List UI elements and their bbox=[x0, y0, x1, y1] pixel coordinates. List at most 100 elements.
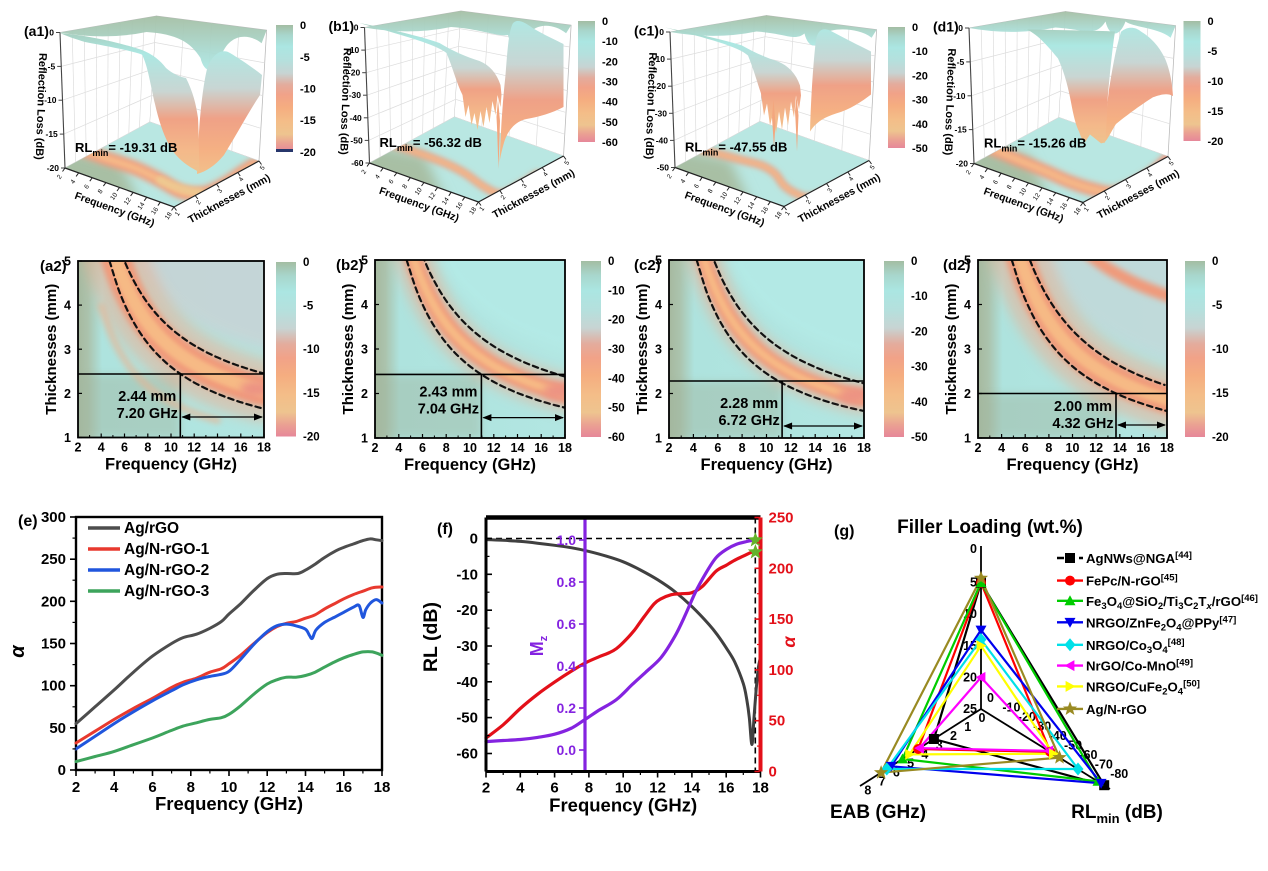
svg-text:-40: -40 bbox=[456, 674, 478, 691]
svg-text:4: 4 bbox=[1147, 171, 1155, 178]
svg-text:0: 0 bbox=[608, 256, 614, 268]
svg-text:5: 5 bbox=[655, 254, 662, 268]
svg-text:-80: -80 bbox=[1110, 767, 1128, 781]
svg-text:8: 8 bbox=[864, 784, 871, 798]
svg-text:0.0: 0.0 bbox=[557, 742, 577, 758]
svg-text:-15: -15 bbox=[300, 115, 316, 127]
svg-text:5: 5 bbox=[563, 159, 571, 166]
svg-text:-30: -30 bbox=[608, 344, 625, 356]
svg-text:-40: -40 bbox=[911, 397, 928, 409]
svg-text:3: 3 bbox=[64, 343, 71, 357]
svg-text:14: 14 bbox=[297, 779, 314, 796]
svg-text:50: 50 bbox=[769, 713, 786, 730]
svg-text:150: 150 bbox=[41, 636, 66, 653]
svg-text:12: 12 bbox=[123, 196, 133, 206]
svg-text:3: 3 bbox=[521, 182, 529, 189]
svg-text:-40: -40 bbox=[912, 119, 928, 131]
svg-text:2: 2 bbox=[361, 387, 368, 401]
svg-text:-10: -10 bbox=[456, 566, 478, 583]
svg-text:2: 2 bbox=[360, 168, 368, 175]
svg-text:-30: -30 bbox=[912, 95, 928, 107]
svg-text:-50: -50 bbox=[912, 143, 928, 155]
svg-text:Ag/N-rGO-3: Ag/N-rGO-3 bbox=[124, 583, 210, 600]
svg-text:1: 1 bbox=[174, 210, 182, 217]
svg-text:-10: -10 bbox=[911, 291, 928, 303]
svg-text:NrGO/Co-MnO[49]: NrGO/Co-MnO[49] bbox=[1086, 658, 1193, 674]
svg-text:-20: -20 bbox=[300, 147, 316, 159]
svg-text:2: 2 bbox=[666, 441, 673, 455]
svg-text:12: 12 bbox=[487, 441, 501, 455]
svg-text:10: 10 bbox=[221, 779, 238, 796]
svg-text:18: 18 bbox=[257, 441, 271, 455]
svg-text:α: α bbox=[7, 644, 29, 658]
svg-text:-70: -70 bbox=[1095, 758, 1113, 772]
svg-text:(c2): (c2) bbox=[634, 257, 661, 274]
svg-text:Ag/N-rGO-2: Ag/N-rGO-2 bbox=[124, 562, 209, 579]
svg-text:Frequency (GHz): Frequency (GHz) bbox=[155, 793, 303, 814]
svg-text:(g): (g) bbox=[834, 523, 854, 540]
svg-text:-20: -20 bbox=[956, 159, 969, 169]
svg-text:4: 4 bbox=[361, 298, 368, 312]
svg-text:18: 18 bbox=[1073, 206, 1083, 216]
svg-text:Reflection Loss (dB): Reflection Loss (dB) bbox=[643, 52, 659, 160]
svg-text:6.72 GHz: 6.72 GHz bbox=[718, 413, 779, 429]
svg-text:16: 16 bbox=[760, 205, 770, 215]
svg-text:0: 0 bbox=[58, 762, 66, 779]
svg-text:2: 2 bbox=[950, 729, 957, 743]
svg-text:4.32 GHz: 4.32 GHz bbox=[1052, 416, 1113, 432]
svg-text:2: 2 bbox=[64, 387, 71, 401]
svg-text:2.44 mm: 2.44 mm bbox=[118, 389, 176, 405]
svg-text:-5: -5 bbox=[300, 52, 310, 64]
svg-text:4: 4 bbox=[395, 441, 402, 455]
svg-text:2.28 mm: 2.28 mm bbox=[720, 396, 778, 412]
svg-text:0: 0 bbox=[979, 711, 986, 725]
svg-text:-30: -30 bbox=[602, 77, 618, 89]
svg-text:4: 4 bbox=[374, 173, 382, 180]
svg-text:(c1): (c1) bbox=[634, 23, 659, 39]
svg-text:14: 14 bbox=[137, 201, 147, 211]
svg-text:-10: -10 bbox=[300, 84, 316, 96]
svg-text:-10: -10 bbox=[1208, 76, 1224, 88]
svg-text:-30: -30 bbox=[655, 108, 668, 118]
svg-text:16: 16 bbox=[455, 201, 465, 211]
svg-text:4: 4 bbox=[542, 171, 550, 178]
svg-text:(d1): (d1) bbox=[933, 19, 959, 35]
svg-text:6: 6 bbox=[992, 179, 1000, 186]
svg-text:7.20 GHz: 7.20 GHz bbox=[117, 406, 178, 422]
svg-text:3: 3 bbox=[936, 738, 943, 752]
svg-text:18: 18 bbox=[774, 210, 784, 220]
svg-text:NRGO/CuFe2O4[50]: NRGO/CuFe2O4[50] bbox=[1086, 678, 1200, 697]
svg-text:4: 4 bbox=[69, 178, 77, 185]
svg-text:5: 5 bbox=[907, 756, 914, 770]
svg-text:(a1): (a1) bbox=[24, 23, 49, 39]
svg-text:1: 1 bbox=[655, 432, 662, 446]
svg-text:-30: -30 bbox=[349, 90, 362, 100]
svg-text:3: 3 bbox=[361, 343, 368, 357]
svg-text:-20: -20 bbox=[348, 68, 361, 78]
svg-text:0: 0 bbox=[300, 20, 306, 32]
svg-text:4: 4 bbox=[690, 441, 697, 455]
svg-text:Thicknesses (mm): Thicknesses (mm) bbox=[340, 284, 357, 415]
svg-text:4: 4 bbox=[110, 779, 119, 796]
svg-text:-20: -20 bbox=[456, 602, 478, 619]
svg-text:4: 4 bbox=[848, 175, 856, 182]
svg-text:0: 0 bbox=[49, 28, 54, 38]
svg-text:100: 100 bbox=[769, 662, 794, 679]
svg-text:0: 0 bbox=[912, 22, 918, 34]
svg-text:8: 8 bbox=[443, 441, 450, 455]
svg-text:4: 4 bbox=[516, 780, 525, 797]
svg-text:-5: -5 bbox=[48, 61, 56, 71]
svg-text:4: 4 bbox=[964, 298, 971, 312]
svg-text:1: 1 bbox=[964, 432, 971, 446]
svg-text:5: 5 bbox=[970, 576, 977, 590]
svg-text:16: 16 bbox=[718, 780, 735, 797]
svg-text:18: 18 bbox=[374, 779, 391, 796]
svg-text:1: 1 bbox=[361, 432, 368, 446]
svg-text:-50: -50 bbox=[657, 163, 670, 173]
svg-text:8: 8 bbox=[187, 779, 195, 796]
svg-text:-10: -10 bbox=[953, 91, 966, 101]
svg-text:0: 0 bbox=[354, 23, 359, 33]
svg-text:2: 2 bbox=[805, 198, 813, 205]
svg-text:8: 8 bbox=[707, 187, 715, 194]
svg-text:16: 16 bbox=[833, 441, 847, 455]
